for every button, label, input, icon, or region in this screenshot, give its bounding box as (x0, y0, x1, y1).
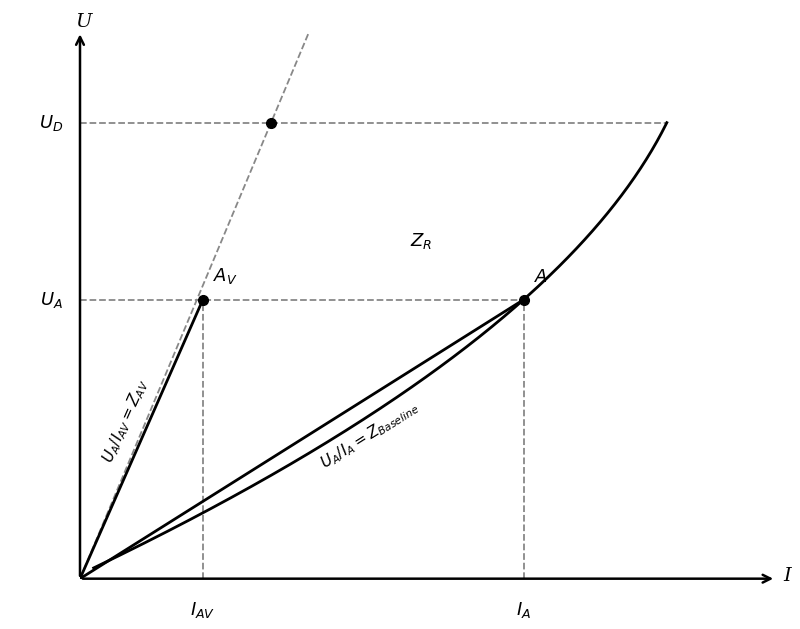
Text: $A$: $A$ (534, 269, 548, 286)
Text: U: U (75, 13, 91, 31)
Text: $I_A$: $I_A$ (516, 600, 531, 620)
Text: $U_D$: $U_D$ (38, 113, 63, 133)
Text: $I_{AV}$: $I_{AV}$ (190, 600, 215, 620)
Text: $U_A/I_{AV} = Z_{AV}$: $U_A/I_{AV} = Z_{AV}$ (98, 377, 152, 467)
Text: $A_V$: $A_V$ (213, 266, 238, 286)
Text: I: I (783, 567, 790, 585)
Text: $Z_R$: $Z_R$ (410, 231, 432, 251)
Text: $U_A$: $U_A$ (40, 290, 63, 309)
Text: $U_A/I_A = Z_{Baseline}$: $U_A/I_A = Z_{Baseline}$ (317, 398, 422, 473)
